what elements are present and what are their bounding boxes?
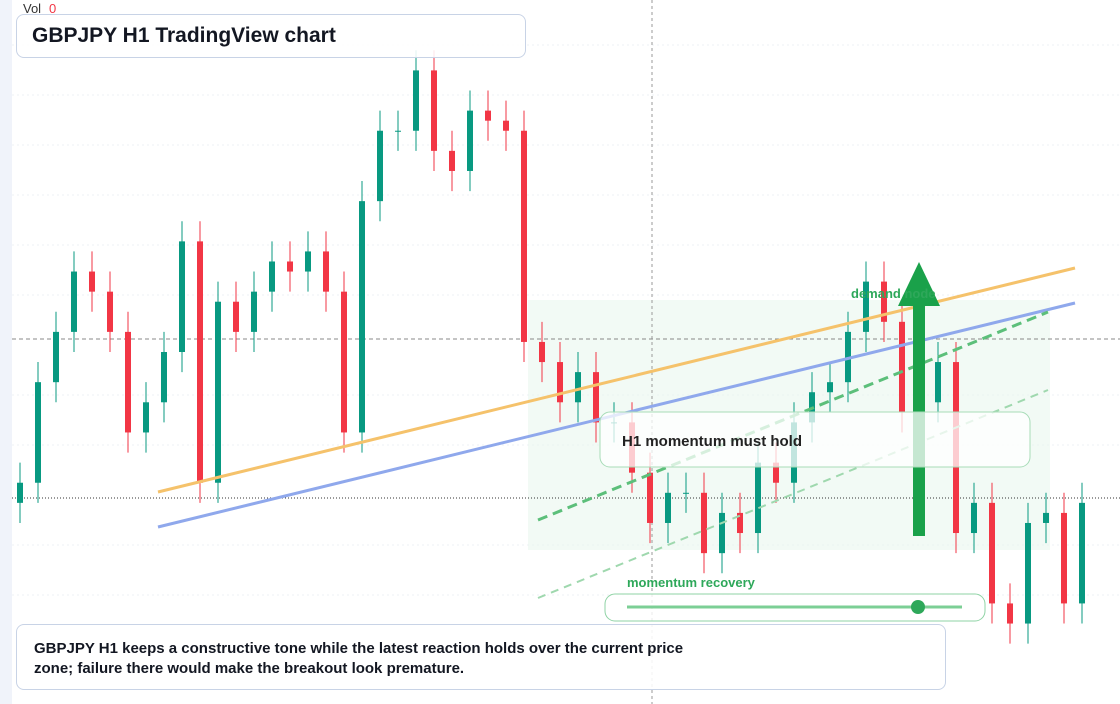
vol-value: 0 — [49, 1, 56, 16]
candle-body — [323, 251, 329, 292]
summary-text: GBPJPY H1 keeps a constructive tone whil… — [34, 640, 684, 677]
arrow-head — [898, 262, 940, 306]
candle-body — [107, 291, 113, 332]
candle-body — [179, 241, 185, 352]
summary-box: GBPJPY H1 keeps a constructive tone whil… — [16, 624, 946, 690]
candle-body — [161, 352, 167, 403]
candle-body — [305, 251, 311, 272]
candle-body — [935, 362, 941, 403]
candle-body — [197, 241, 203, 483]
candle-body — [665, 492, 671, 523]
candle-body — [521, 130, 527, 342]
channel-bottom — [537, 389, 1049, 599]
candle-body — [899, 321, 905, 413]
candle-body — [755, 462, 761, 534]
progress-knob — [911, 600, 925, 614]
candle-body — [701, 492, 707, 554]
callout-text: H1 momentum must hold — [622, 433, 802, 450]
candle-body — [737, 512, 743, 534]
chart-title: GBPJPY H1 TradingView chart — [32, 24, 336, 47]
candle-body — [143, 402, 149, 433]
candle-body — [125, 331, 131, 433]
candle-body — [1043, 512, 1049, 523]
candle-body — [17, 482, 23, 503]
candle-body — [539, 341, 545, 363]
candle-body — [431, 70, 437, 151]
candle-body — [1079, 502, 1085, 604]
candle-body — [1061, 512, 1067, 604]
candle-body — [989, 502, 995, 604]
candles — [17, 50, 1085, 644]
vol-label: Vol — [23, 1, 41, 16]
candle-body — [413, 70, 419, 131]
candle-body — [215, 301, 221, 483]
candle-body — [53, 331, 59, 383]
candle-body — [233, 301, 239, 332]
candle-body — [773, 462, 779, 483]
candle-body — [647, 472, 653, 523]
candle-body — [377, 130, 383, 202]
candle-body — [827, 382, 833, 393]
candle-body — [71, 271, 77, 332]
candle-body — [881, 281, 887, 322]
candle-body — [341, 291, 347, 433]
candle-body — [1007, 603, 1013, 624]
candle-body — [287, 261, 293, 272]
candle-body — [269, 261, 275, 292]
candle-body — [683, 492, 689, 494]
title-box: GBPJPY H1 TradingView chart — [16, 14, 526, 58]
candle-body — [719, 512, 725, 554]
candle-body — [89, 271, 95, 292]
candle-body — [395, 130, 401, 132]
candle-body — [575, 372, 581, 403]
candle-body — [1025, 522, 1031, 624]
candle-body — [863, 281, 869, 332]
candle-body — [503, 120, 509, 131]
candle-body — [593, 372, 599, 423]
callout-box — [599, 411, 1031, 468]
candle-body — [557, 362, 563, 403]
zone-label: demand node — [851, 286, 936, 301]
candle-body — [35, 382, 41, 483]
candle-body — [485, 110, 491, 121]
candle-body — [467, 110, 473, 171]
candle-body — [449, 150, 455, 171]
left-edge — [0, 0, 12, 704]
candle-body — [359, 201, 365, 433]
candle-body — [971, 502, 977, 534]
bar-label: momentum recovery — [627, 575, 756, 590]
candle-body — [251, 291, 257, 332]
